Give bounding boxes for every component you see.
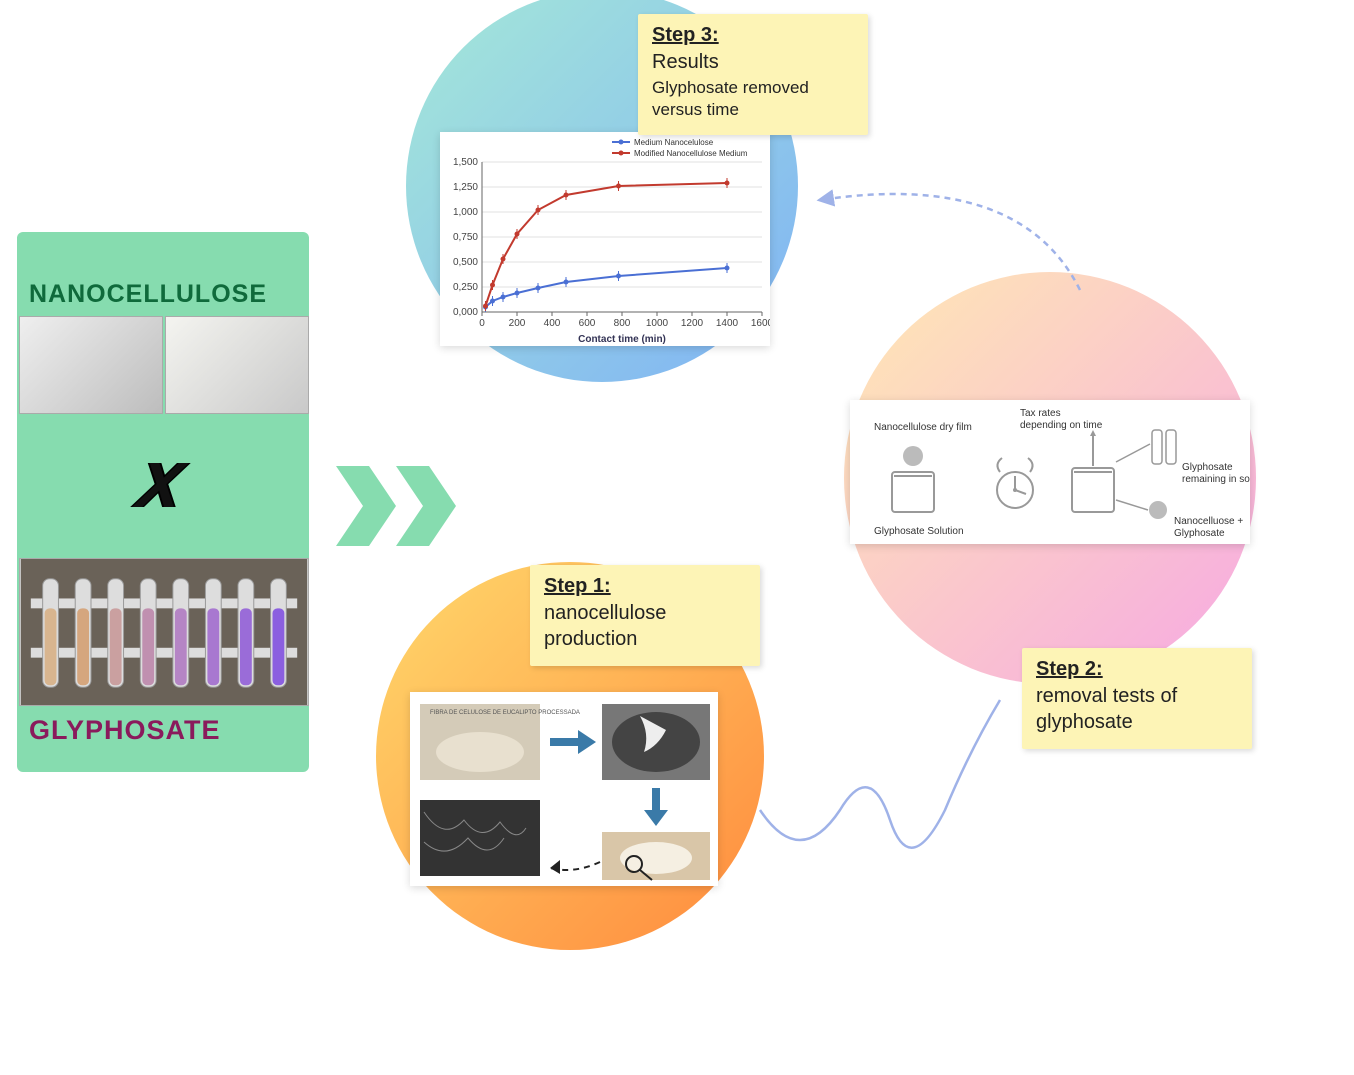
label-remaining-2: remaining in solution [1182, 474, 1250, 485]
svg-text:0,750: 0,750 [453, 232, 478, 243]
svg-text:1400: 1400 [716, 318, 739, 329]
photo-nanocellulose-beaker [165, 316, 309, 414]
label-combo-2: Glyphosate [1174, 528, 1225, 539]
svg-text:0,250: 0,250 [453, 282, 478, 293]
label-tax-rates-1: Tax rates [1020, 408, 1061, 419]
svg-text:200: 200 [509, 318, 526, 329]
svg-text:400: 400 [544, 318, 561, 329]
arrow-right-icon [550, 730, 596, 754]
svg-text:1,250: 1,250 [453, 182, 478, 193]
label-combo-1: Nanocelluose + [1174, 516, 1243, 527]
svg-text:1000: 1000 [646, 318, 669, 329]
svg-text:0: 0 [479, 318, 485, 329]
svg-text:1200: 1200 [681, 318, 704, 329]
flow-chevrons [336, 466, 456, 546]
photo-glyphosate-tubes [19, 558, 309, 706]
svg-text:Contact time (min): Contact time (min) [578, 334, 666, 345]
step1-label: Step 1: [544, 575, 746, 598]
chevron-icon [336, 466, 396, 546]
photo-nanocellulose-powder [19, 316, 163, 414]
arrow-down-icon [644, 788, 668, 826]
svg-text:0,500: 0,500 [453, 257, 478, 268]
svg-text:1,000: 1,000 [453, 207, 478, 218]
test-tubes-illustration [20, 559, 308, 705]
step2-label: Step 2: [1036, 658, 1238, 681]
intro-title-glyphosate: GLYPHOSATE [29, 715, 221, 746]
step3-results-chart: 0,000 0,250 0,500 0,750 1,000 1,250 1,500 0 200 4… [440, 132, 770, 346]
svg-text:Modified Nanocellulose Medium: Modified Nanocellulose Medium [634, 149, 748, 158]
svg-text:Medium Nanocelulose: Medium Nanocelulose [634, 138, 714, 147]
svg-text:1600: 1600 [751, 318, 770, 329]
label-remaining-1: Glyphosate [1182, 462, 1233, 473]
intro-title-nanocellulose: NANOCELLULOSE [29, 280, 267, 309]
label-dry-film: Nanocellulose dry film [874, 422, 972, 433]
svg-text:1,500: 1,500 [453, 157, 478, 168]
step2-process-diagram: Nanocellulose dry film Glyphosate Soluti… [850, 400, 1250, 544]
step3-desc-1: Results [652, 49, 854, 75]
versus-x-mark: X [132, 448, 188, 522]
step3-label: Step 3: [652, 24, 854, 47]
intro-panel: NANOCELLULOSE X GLYPHOSATE [17, 232, 309, 772]
step1-production-diagram: FIBRA DE CELULOSE DE EUCALIPTO PROCESSAD… [410, 692, 718, 886]
label-glyphosate-solution: Glyphosate Solution [874, 526, 964, 537]
label-raw-fiber: FIBRA DE CELULOSE DE EUCALIPTO PROCESSAD… [430, 710, 580, 716]
step3-sticky: Step 3: Results Glyphosate removed versu… [638, 14, 868, 135]
step2-desc: removal tests of glyphosate [1036, 683, 1238, 735]
chevron-icon [396, 466, 456, 546]
svg-text:800: 800 [614, 318, 631, 329]
svg-text:600: 600 [579, 318, 596, 329]
step1-desc: nanocellulose production [544, 600, 746, 652]
step3-desc-2: Glyphosate removed versus time [652, 77, 854, 121]
step2-sticky: Step 2: removal tests of glyphosate [1022, 648, 1252, 749]
label-tax-rates-2: depending on time [1020, 420, 1103, 431]
svg-text:0,000: 0,000 [453, 307, 478, 318]
step1-sticky: Step 1: nanocellulose production [530, 565, 760, 666]
